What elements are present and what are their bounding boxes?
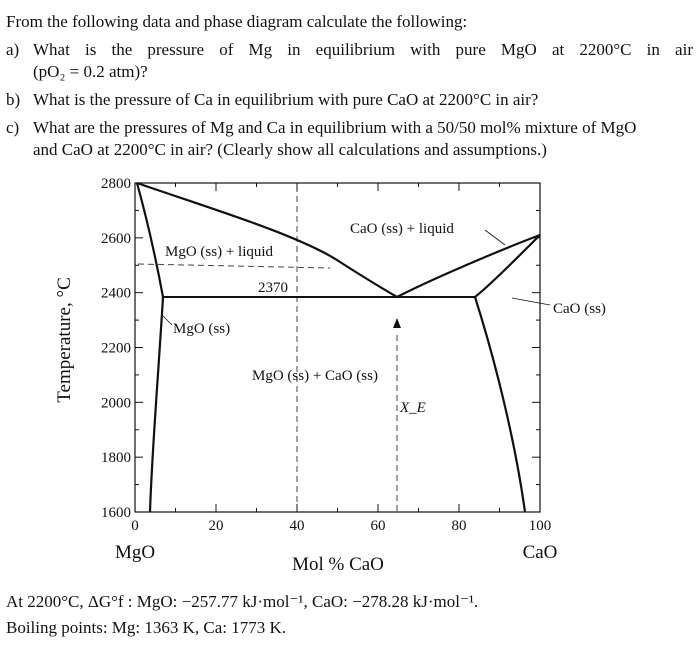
footer-line: Boiling points: Mg: 1363 K, Ca: 1773 K.	[6, 618, 287, 637]
region-label: CaO (ss) + liquid	[350, 221, 454, 237]
region-label: MgO (ss)	[173, 321, 230, 337]
item-label: a)	[6, 40, 20, 59]
y-tick-label: 2600	[101, 231, 131, 247]
x-tick-label: 40	[290, 518, 305, 534]
region-label: CaO (ss)	[553, 301, 606, 317]
cao-solvus	[473, 234, 541, 513]
y-tick-label: 2800	[101, 176, 131, 192]
item-label: c)	[6, 118, 20, 137]
leader	[484, 229, 506, 246]
item-text: What are the pressures of Mg and Ca in e…	[33, 118, 637, 137]
x-tick-label: 60	[371, 518, 386, 534]
x-tick-label: 20	[209, 518, 224, 534]
x-tick-label: 0	[131, 518, 139, 534]
footer-line: At 2200°C, ΔG°f : MgO: −257.77 kJ·mol⁻¹,…	[6, 592, 479, 611]
item-label: b)	[6, 90, 21, 109]
mgo-solvus	[135, 182, 165, 513]
leader	[161, 314, 173, 326]
item-text: What is the pressure of Mg in equilibriu…	[33, 40, 693, 59]
arrow	[393, 318, 401, 328]
intro: From the following data and phase diagra…	[6, 12, 468, 31]
liquidus	[136, 181, 541, 299]
eutectic-composition: X_E	[399, 400, 426, 416]
x-end-label: CaO	[523, 542, 558, 563]
y-tick-label: 1600	[101, 505, 131, 521]
dashed-line	[137, 263, 331, 269]
y-tick-label: 2200	[101, 341, 131, 357]
item-text: and CaO at 2200°C in air? (Clearly show …	[33, 140, 547, 159]
x-end-label: MgO	[115, 542, 155, 563]
region-label: MgO (ss) + CaO (ss)	[252, 368, 378, 384]
x-axis-label: Mol % CaO	[292, 554, 384, 575]
x-tick-label: 80	[452, 518, 467, 534]
phase-diagram: CaO (ss) + liquid MgO (ss) + liquid MgO …	[54, 176, 606, 575]
plot-frame	[134, 182, 541, 513]
y-axis-label: Temperature, °C	[54, 277, 75, 403]
x-tick-label: 100	[529, 518, 552, 534]
eutectic-temperature: 2370	[258, 280, 288, 296]
region-label: MgO (ss) + liquid	[165, 244, 274, 260]
y-tick-label: 1800	[101, 450, 131, 466]
y-tick-label: 2400	[101, 286, 131, 302]
item-text: What is the pressure of Ca in equilibriu…	[33, 90, 539, 109]
y-tick-label: 2000	[101, 395, 131, 411]
item-text: (pO₂ = 0.2 atm)?	[33, 62, 148, 81]
leader	[511, 297, 551, 306]
